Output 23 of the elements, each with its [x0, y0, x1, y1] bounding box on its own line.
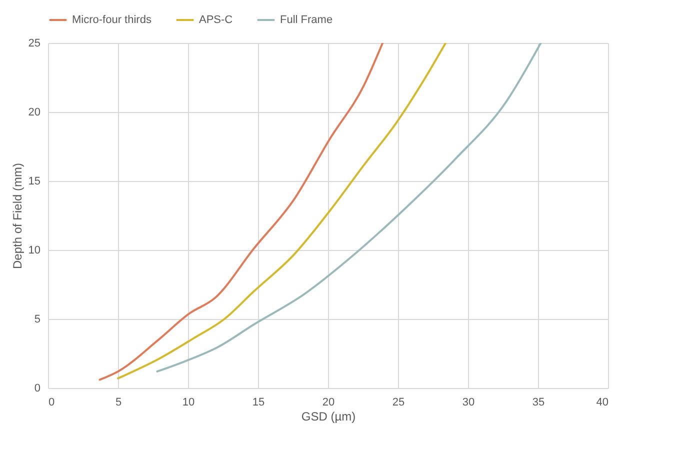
x-tick-label: 40 — [596, 396, 608, 408]
x-tick-label: 20 — [322, 396, 335, 408]
x-tick-label: 30 — [462, 396, 475, 408]
y-tick-label: 10 — [28, 244, 40, 256]
x-tick-label: 15 — [252, 396, 265, 408]
legend-label: APS-C — [199, 14, 233, 26]
legend-label: Full Frame — [280, 14, 333, 26]
line-series — [156, 43, 542, 372]
y-tick-label: 25 — [28, 38, 40, 50]
x-tick-label: 5 — [115, 396, 122, 408]
line-series — [98, 43, 384, 381]
legend-label: Micro-four thirds — [72, 14, 152, 26]
x-tick-label: 10 — [182, 396, 195, 408]
line-series — [117, 43, 447, 380]
x-tick-label: 35 — [532, 396, 545, 408]
y-tick-label: 0 — [34, 382, 40, 394]
y-axis-title: Depth of Field (mm) — [10, 162, 24, 270]
y-tick-label: 15 — [28, 176, 40, 188]
y-tick-label: 5 — [34, 314, 40, 326]
y-tick-label: 20 — [28, 106, 40, 118]
x-tick-label: 25 — [392, 396, 405, 408]
x-axis-title: GSD (µm) — [301, 410, 356, 424]
x-tick-label: 0 — [48, 396, 55, 408]
